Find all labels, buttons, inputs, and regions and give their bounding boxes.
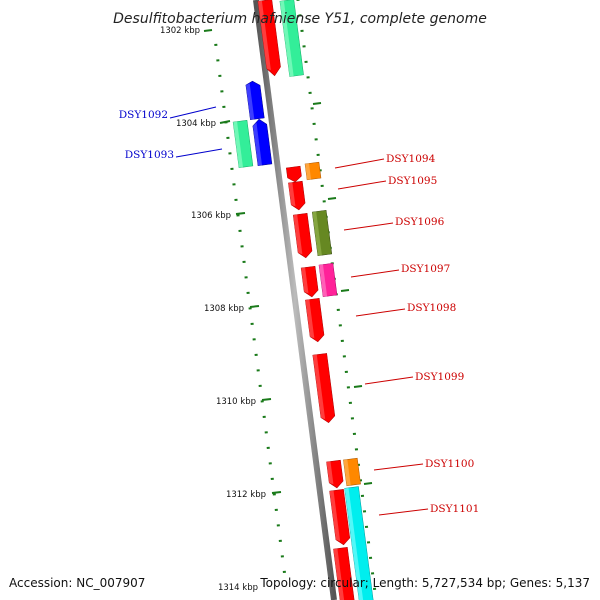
tick-1312: 1312 kbp — [226, 490, 282, 500]
gene-label-dsy1096[interactable]: DSY1096 — [395, 216, 445, 228]
gene-arrow-dsy1100-orange[interactable] — [343, 457, 361, 487]
gene-arrow-top-red[interactable] — [257, 0, 282, 77]
gene-arrow-dsy1097[interactable] — [300, 265, 319, 298]
gene-label-dsy1101[interactable]: DSY1101 — [430, 503, 479, 515]
tick-label: 1308 kbp — [204, 304, 244, 314]
gene-arrow-dsy1094[interactable] — [286, 165, 302, 183]
gene-arrow-dsy1093[interactable] — [252, 118, 273, 166]
genome-backbone — [253, 0, 337, 600]
tick-1302: 1302 kbp — [160, 26, 213, 36]
gene-arrow-dsy1099[interactable] — [312, 353, 336, 424]
tick-1306: 1306 kbp — [191, 211, 246, 221]
gene-arrow-dsy1098[interactable] — [305, 297, 325, 343]
gene-arrow-dsy1096-olive[interactable] — [311, 210, 333, 256]
gene-arrow-dsy1100[interactable] — [326, 459, 344, 489]
tick-1308: 1308 kbp — [204, 304, 260, 314]
gene-label-dsy1092[interactable]: DSY1092 — [119, 109, 168, 121]
gene-arrow-dsy1094-orange[interactable] — [304, 161, 322, 181]
gene-arrow-dsy1093-teal[interactable] — [232, 120, 254, 168]
gene-label-dsy1098[interactable]: DSY1098 — [407, 302, 456, 314]
tick-1314: 1314 kbp — [218, 583, 258, 593]
gene-arrow-bottom-red[interactable] — [333, 547, 355, 600]
accession-text: Accession: NC_007907 — [9, 576, 145, 590]
map-title: Desulfitobacterium hafniense Y51, comple… — [113, 11, 487, 27]
tick-label: 1306 kbp — [191, 211, 231, 221]
gene-arrow-dsy1097-magenta[interactable] — [318, 262, 338, 298]
backbone-line — [253, 0, 337, 600]
tick-label: 1314 kbp — [218, 583, 258, 593]
tick-1310: 1310 kbp — [216, 397, 272, 407]
gene-callouts — [169, 106, 429, 516]
tick-label: 1304 kbp — [176, 119, 216, 129]
gene-arrow-dsy1096[interactable] — [292, 213, 313, 259]
gene-label-dsy1097[interactable]: DSY1097 — [401, 263, 450, 275]
tick-label: 1302 kbp — [160, 26, 200, 36]
tick-1304: 1304 kbp — [176, 119, 231, 129]
gene-label-dsy1099[interactable]: DSY1099 — [415, 371, 464, 383]
gene-arrow-top-teal[interactable] — [279, 0, 304, 77]
topology-text: Topology: circular; Length: 5,727,534 bp… — [259, 576, 590, 590]
gene-label-dsy1095[interactable]: DSY1095 — [388, 175, 437, 187]
gene-label-dsy1100[interactable]: DSY1100 — [425, 458, 474, 470]
gene-arrow-dsy1092[interactable] — [245, 80, 265, 121]
gene-labels: DSY1092 DSY1093 DSY1094 DSY1095 DSY1096 … — [119, 109, 480, 515]
gene-arrow-dsy1101[interactable] — [329, 489, 351, 546]
tick-label: 1312 kbp — [226, 490, 266, 500]
gene-arrow-dsy1101-cyan[interactable] — [344, 486, 374, 600]
gene-features — [232, 0, 374, 600]
position-ticks: 1302 kbp 1304 kbp 1306 kbp 1308 kbp 1310… — [160, 26, 373, 593]
gene-label-dsy1094[interactable]: DSY1094 — [386, 153, 436, 165]
tick-label: 1310 kbp — [216, 397, 256, 407]
gene-label-dsy1093[interactable]: DSY1093 — [125, 149, 174, 161]
gene-arrow-dsy1095[interactable] — [288, 180, 306, 211]
